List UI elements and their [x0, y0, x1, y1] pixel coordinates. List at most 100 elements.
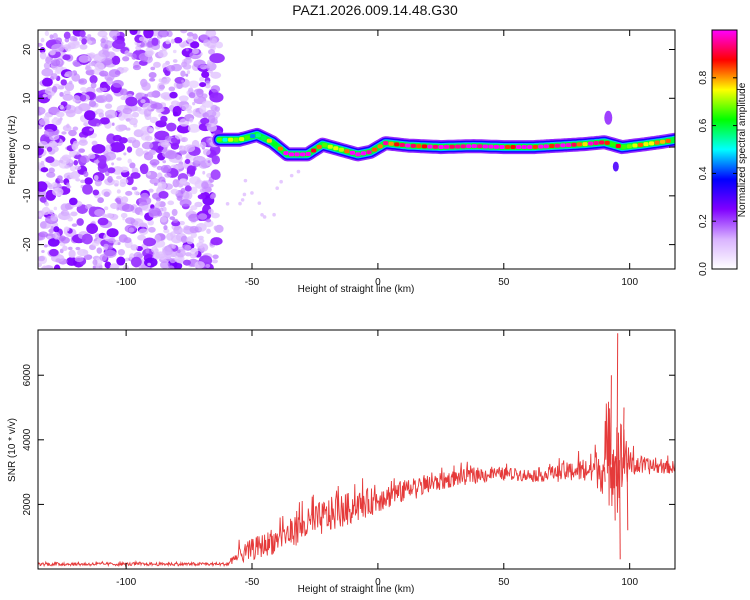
noise-blob: [89, 75, 98, 84]
noise-blob: [135, 147, 144, 157]
noise-blob: [118, 137, 128, 144]
ridge-core-segment: [283, 151, 289, 156]
noise-blob: [89, 128, 94, 132]
noise-blob: [199, 76, 205, 82]
noise-blob: [148, 188, 154, 193]
spectrogram-y-tick-label: -10: [22, 188, 33, 203]
noise-blob: [40, 37, 45, 43]
noise-blob: [39, 221, 47, 229]
noise-blob: [105, 144, 112, 153]
noise-blob: [57, 118, 62, 123]
noise-blob: [87, 153, 96, 160]
noise-blob: [125, 127, 131, 131]
noise-blob: [76, 218, 84, 226]
ridge-core-segment: [466, 144, 472, 149]
noise-blob: [46, 182, 53, 188]
noise-blob: [91, 144, 106, 154]
noise-blob: [109, 142, 126, 153]
noise-blob: [53, 264, 61, 269]
ridge-core-segment: [394, 142, 400, 147]
noise-blob: [38, 42, 43, 47]
noise-blob: [76, 151, 81, 155]
noise-blob: [192, 101, 196, 106]
noise-blob: [87, 58, 92, 62]
noise-blob: [95, 87, 105, 93]
ridge-core-segment: [438, 145, 444, 150]
noise-blob: [208, 48, 216, 55]
snr-x-tick-label: -50: [245, 577, 260, 588]
noise-blob: [193, 155, 206, 164]
noise-blob: [272, 212, 276, 217]
ridge-core-segment: [349, 150, 356, 155]
noise-blob: [104, 74, 115, 81]
noise-blob: [59, 104, 64, 110]
snr-x-tick-label: 100: [621, 577, 638, 588]
noise-blob: [260, 212, 264, 217]
noise-blob: [205, 263, 211, 268]
noise-blob: [117, 242, 121, 246]
noise-blob: [42, 265, 47, 269]
noise-blob: [61, 154, 72, 161]
noise-blob: [129, 117, 138, 126]
colorbar: 0.0 0.2 0.4 0.6 0.8 Normalized spectral ampl…: [698, 29, 748, 276]
noise-blob: [99, 70, 109, 77]
noise-blob: [188, 80, 200, 88]
noise-blob: [41, 206, 51, 215]
noise-blob: [103, 249, 117, 258]
colorbar-tick-label: 0.6: [698, 118, 709, 132]
noise-blob: [59, 242, 66, 247]
ridge-core-segment: [510, 145, 516, 150]
noise-blob: [190, 186, 198, 195]
noise-blob: [87, 40, 93, 45]
noise-blob: [104, 44, 108, 49]
noise-blob: [54, 68, 60, 75]
noise-blob: [114, 70, 121, 75]
ridge-core-segment: [660, 139, 666, 144]
noise-blob: [154, 234, 161, 243]
ridge-core-segment: [255, 133, 261, 138]
noise-blob: [87, 34, 92, 39]
noise-blob: [181, 104, 192, 111]
noise-blob: [144, 50, 154, 58]
ridge-core-segment: [499, 144, 505, 149]
noise-blob: [150, 66, 156, 71]
noise-blob: [210, 169, 221, 180]
noise-blob: [124, 217, 136, 225]
noise-blob: [72, 150, 78, 156]
noise-blob: [88, 62, 96, 67]
snr-x-tick-label: 50: [498, 577, 510, 588]
ridge-core-segment: [643, 142, 649, 147]
noise-blob: [215, 41, 224, 49]
noise-blob: [104, 109, 118, 119]
noise-blob: [116, 200, 122, 205]
noise-blob: [100, 38, 106, 44]
ridge-core-segment: [593, 141, 599, 146]
noise-blob: [96, 123, 100, 127]
noise-blob: [194, 112, 200, 116]
noise-blob: [190, 205, 198, 211]
ridge-core-segment: [327, 144, 333, 149]
noise-blob: [257, 201, 262, 205]
ridge-core-segment: [272, 142, 278, 147]
snr-y-tick-label: 2000: [22, 493, 33, 516]
noise-blob: [167, 200, 175, 206]
noise-blob: [92, 265, 96, 269]
ridge-core-segment: [449, 144, 455, 149]
noise-blob: [115, 124, 126, 132]
noise-blob: [209, 53, 225, 64]
noise-blob: [238, 201, 242, 206]
noise-blob: [170, 142, 180, 150]
noise-blob: [184, 252, 192, 257]
ridge-core-segment: [227, 137, 234, 142]
noise-blob: [122, 56, 130, 62]
noise-blob: [68, 129, 77, 137]
noise-blob: [210, 237, 223, 246]
ridge-core-segment: [588, 141, 594, 146]
noise-blob: [140, 99, 146, 104]
noise-blob: [116, 157, 122, 161]
noise-blob: [48, 167, 55, 174]
noise-blob: [72, 95, 81, 103]
spectrogram-x-label: Height of straight line (km): [298, 284, 415, 295]
noise-blob: [145, 249, 150, 254]
noise-blob: [140, 125, 154, 135]
